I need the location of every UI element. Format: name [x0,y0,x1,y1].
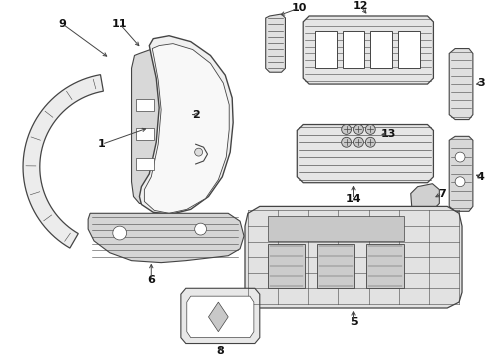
Polygon shape [448,136,472,211]
Bar [369,31,391,68]
Circle shape [454,177,464,187]
Bar [136,129,154,140]
Circle shape [341,137,351,147]
Text: 3: 3 [476,78,484,88]
Polygon shape [139,36,233,214]
Text: 5: 5 [349,317,357,327]
Circle shape [365,125,374,134]
Text: 8: 8 [216,346,224,356]
Polygon shape [181,288,259,343]
Polygon shape [297,125,432,183]
Circle shape [365,137,374,147]
Text: 10: 10 [291,3,306,13]
Bar [267,244,305,288]
Bar [136,99,154,111]
Bar [136,158,154,170]
Polygon shape [208,302,228,332]
Bar [366,244,403,288]
Polygon shape [186,296,253,338]
Polygon shape [88,213,244,263]
Polygon shape [23,75,103,248]
Text: 14: 14 [345,194,361,204]
Bar [267,216,403,241]
Text: 6: 6 [147,275,155,285]
Bar [314,31,336,68]
Text: 4: 4 [476,172,484,182]
Text: 9: 9 [59,19,66,29]
Circle shape [194,148,202,156]
Text: 11: 11 [112,19,127,29]
Bar [316,244,354,288]
Text: 7: 7 [438,189,445,199]
Circle shape [454,152,464,162]
Polygon shape [144,44,229,213]
Polygon shape [410,184,438,211]
Text: 13: 13 [380,129,395,139]
Circle shape [353,125,363,134]
Polygon shape [131,49,163,203]
Text: 2: 2 [191,110,199,120]
Bar [342,31,364,68]
Polygon shape [244,206,461,308]
Circle shape [353,137,363,147]
Text: 1: 1 [98,139,105,149]
Circle shape [341,125,351,134]
Polygon shape [448,49,472,120]
Text: 12: 12 [352,1,367,11]
Bar [397,31,419,68]
Circle shape [113,226,126,240]
Circle shape [194,223,206,235]
Polygon shape [265,14,285,72]
Polygon shape [303,16,432,84]
